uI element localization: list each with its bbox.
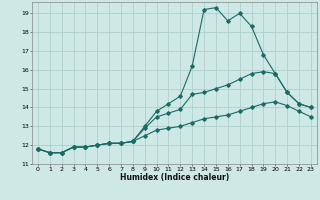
X-axis label: Humidex (Indice chaleur): Humidex (Indice chaleur)	[120, 173, 229, 182]
